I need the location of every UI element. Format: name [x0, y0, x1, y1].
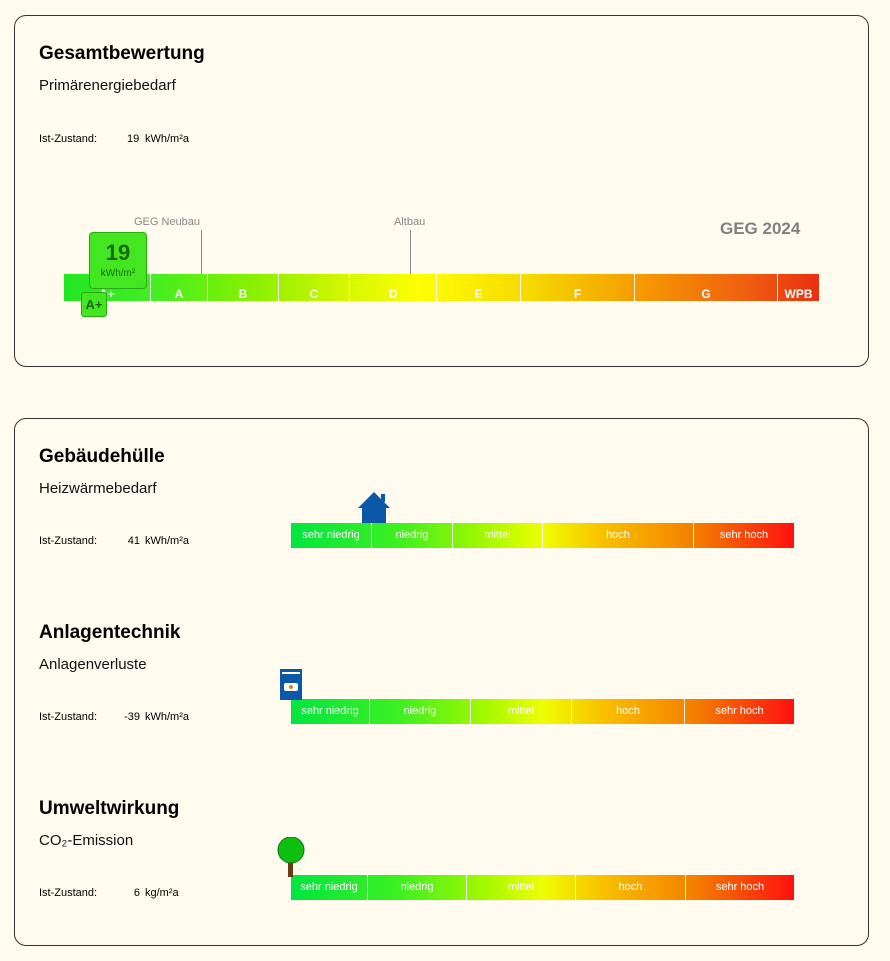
class-segment: D	[349, 274, 436, 301]
section-subtitle: Heizwärmebedarf	[39, 480, 157, 497]
icon	[357, 490, 391, 529]
marker-line	[201, 230, 202, 296]
level-segment: hoch	[571, 699, 684, 724]
title: Gesamtbewertung	[39, 43, 205, 64]
class-scale: A+ A B C D E F G WPB	[64, 274, 819, 301]
status-label: Ist-Zustand:	[39, 535, 98, 547]
house-icon	[358, 492, 390, 523]
indicator-class: A+	[81, 292, 107, 317]
marker-line	[410, 230, 411, 296]
level-scale: sehr niedrig niedrig mittel hoch sehr hoch	[291, 699, 794, 724]
indicator-value: 19	[105, 240, 131, 265]
level-segment: sehr niedrig	[300, 881, 358, 893]
status-value: 19	[127, 133, 140, 145]
section-subtitle: Anlagenverluste	[39, 656, 147, 673]
section-title: Umweltwirkung	[39, 798, 180, 819]
status-label: Ist-Zustand:	[39, 711, 98, 723]
level-segment: mittel	[470, 699, 571, 724]
class-segment: F	[520, 274, 634, 301]
section-subtitle: CO₂-Emission	[39, 832, 134, 849]
level-segment: sehr niedrig	[302, 529, 360, 541]
class-segment: E	[436, 274, 520, 301]
class-segment: G	[634, 274, 777, 301]
marker-label: GEG Neubau	[134, 216, 201, 228]
icon	[276, 836, 306, 882]
level-scale: sehr niedrig niedrig mittel hoch sehr hoch	[291, 523, 794, 548]
class-segment: WPB	[777, 274, 819, 301]
class-segment: C	[278, 274, 349, 301]
section-title: Gebäudehülle	[39, 446, 165, 467]
status-unit: kWh/m²a	[145, 133, 189, 145]
status-unit: kWh/m²a	[145, 535, 189, 547]
level-scale: sehr niedrig niedrig mittel hoch sehr hoch	[291, 875, 794, 900]
status-value: 41	[127, 535, 140, 547]
level-segment: mittel	[466, 875, 575, 900]
level-segment: hoch	[542, 523, 693, 548]
panel	[14, 418, 869, 946]
status-label: Ist-Zustand:	[39, 133, 98, 145]
marker-label: Altbau	[394, 216, 426, 228]
boiler-icon	[280, 669, 302, 700]
panel	[14, 15, 869, 367]
standard: GEG 2024	[720, 219, 801, 238]
status-value: 6	[133, 887, 140, 899]
status-unit: kg/m²a	[145, 887, 179, 899]
class-segment: B	[207, 274, 278, 301]
level-segment: sehr niedrig	[301, 705, 359, 717]
level-segment: niedrig	[371, 523, 452, 548]
status-unit: kWh/m²a	[145, 711, 189, 723]
tree-icon	[277, 836, 305, 877]
icon	[279, 669, 303, 706]
class-segment: A	[150, 274, 207, 301]
indicator-unit: kWh/m²	[100, 268, 136, 279]
level-segment: mittel	[452, 523, 542, 548]
level-segment: hoch	[575, 875, 685, 900]
indicator: 19 kWh/m²	[89, 232, 147, 289]
level-segment: sehr hoch	[685, 875, 794, 900]
subtitle: Primärenergiebedarf	[39, 77, 176, 94]
status-value: -39	[124, 711, 140, 723]
section-title: Anlagentechnik	[39, 622, 181, 643]
level-segment: niedrig	[369, 699, 470, 724]
level-segment: niedrig	[367, 875, 466, 900]
level-segment: sehr hoch	[684, 699, 794, 724]
level-segment: sehr hoch	[693, 523, 794, 548]
status-label: Ist-Zustand:	[39, 887, 98, 899]
